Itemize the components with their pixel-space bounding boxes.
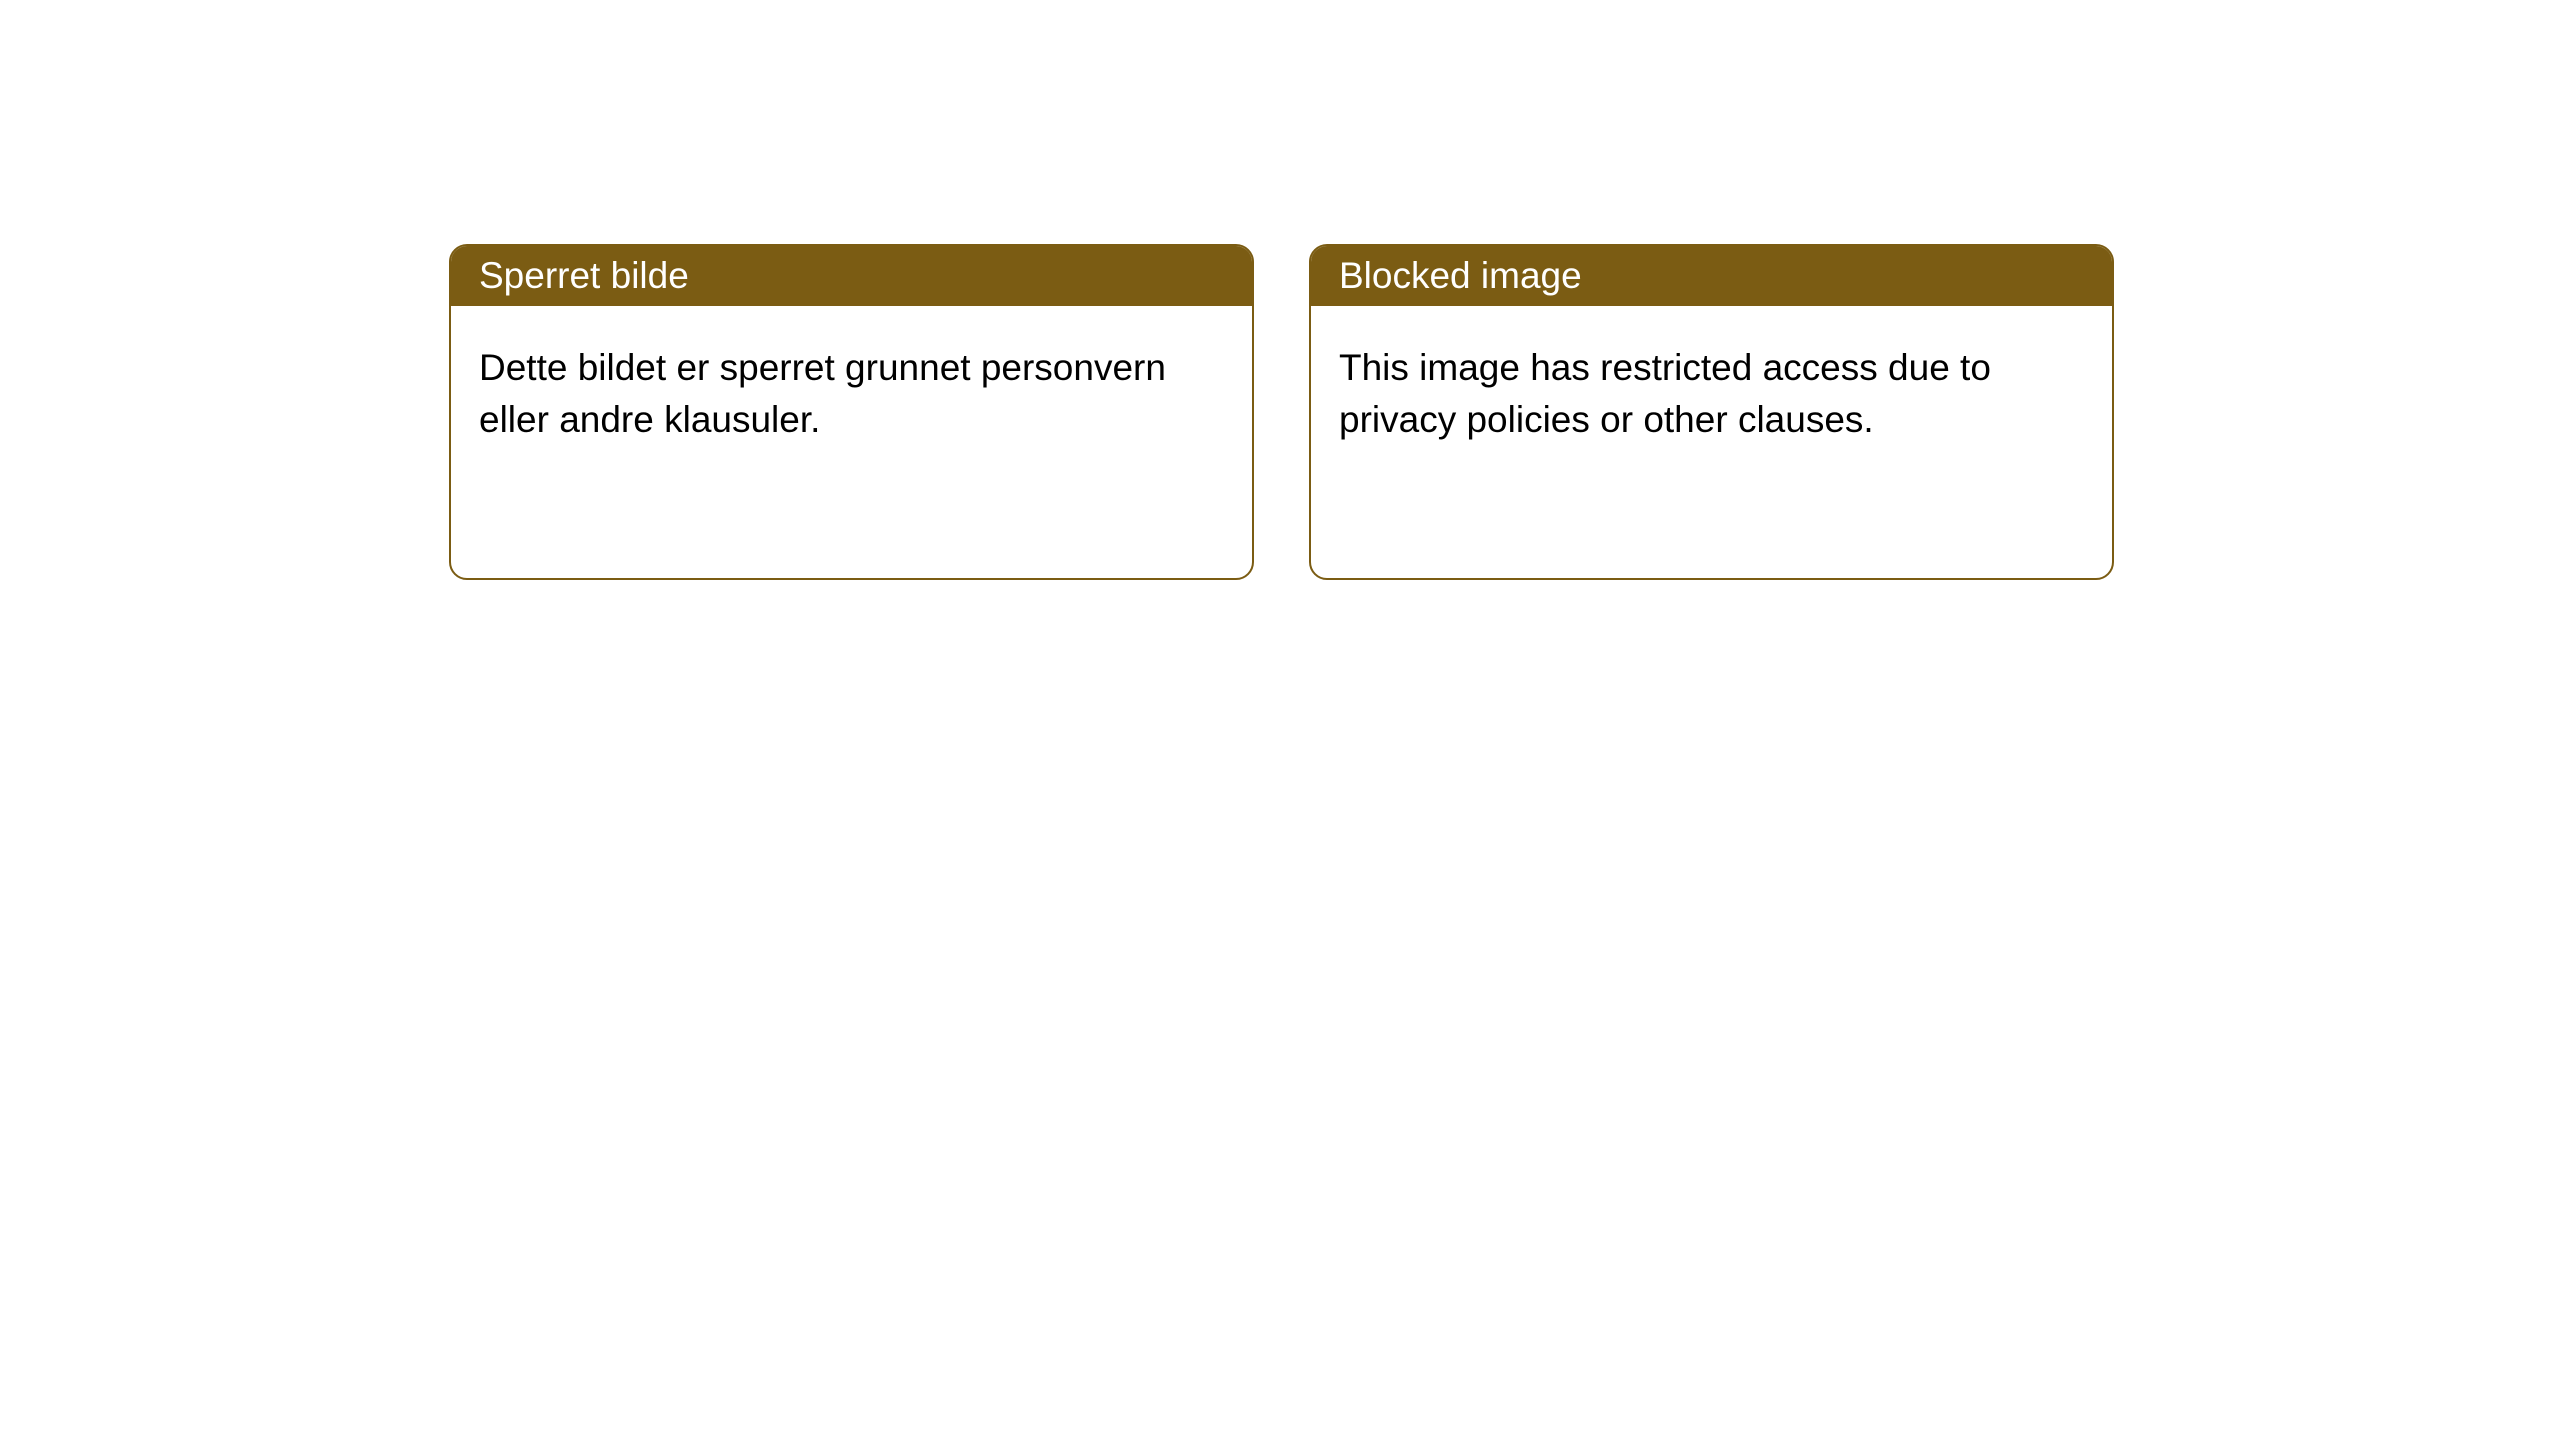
card-title: Sperret bilde [479,255,689,297]
card-body-text: Dette bildet er sperret grunnet personve… [479,347,1166,440]
card-body-text: This image has restricted access due to … [1339,347,1991,440]
card-body-norwegian: Dette bildet er sperret grunnet personve… [451,306,1252,482]
notice-cards-container: Sperret bilde Dette bildet er sperret gr… [449,244,2114,580]
card-body-english: This image has restricted access due to … [1311,306,2112,482]
card-header-english: Blocked image [1311,246,2112,306]
card-header-norwegian: Sperret bilde [451,246,1252,306]
notice-card-norwegian: Sperret bilde Dette bildet er sperret gr… [449,244,1254,580]
card-title: Blocked image [1339,255,1582,297]
notice-card-english: Blocked image This image has restricted … [1309,244,2114,580]
